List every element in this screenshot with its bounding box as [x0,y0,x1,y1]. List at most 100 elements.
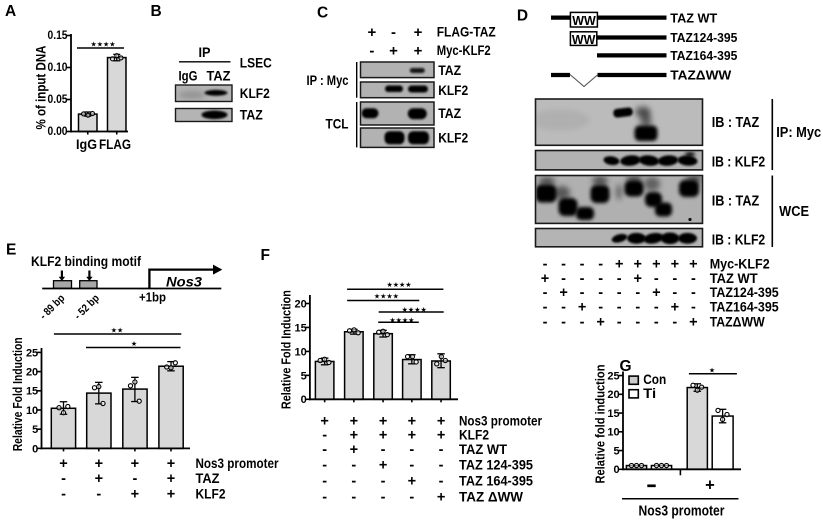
svg-text:15: 15 [26,386,38,398]
svg-text:Relative fold induction: Relative fold induction [594,365,608,484]
svg-text:KLF2 binding motif: KLF2 binding motif [31,254,141,269]
svg-text:0: 0 [32,443,38,455]
svg-text:-: - [635,285,640,301]
svg-text:-: - [351,489,356,505]
svg-text:+: + [379,413,387,429]
svg-text:IgG: IgG [76,136,97,152]
svg-text:-: - [598,285,603,301]
svg-text:20: 20 [295,298,307,310]
svg-text:0: 0 [613,464,619,476]
svg-text:TAZ124-395: TAZ124-395 [710,285,779,300]
svg-text:+: + [167,471,175,487]
svg-text:Nos3 promoter: Nos3 promoter [459,413,543,428]
svg-text:-: - [672,271,677,287]
svg-text:TAZ164-395: TAZ164-395 [670,48,737,63]
svg-text:B: B [151,3,162,20]
svg-text:10: 10 [26,405,38,417]
svg-text:Myc-KLF2: Myc-KLF2 [437,43,491,58]
svg-text:TAZΔWW: TAZΔWW [670,68,732,83]
svg-text:-: - [322,442,327,458]
svg-text:WW: WW [572,33,596,47]
svg-text:E: E [6,242,16,259]
svg-text:-: - [691,285,696,301]
svg-text:KLF2: KLF2 [459,428,489,443]
svg-text:-: - [409,489,414,505]
svg-text:TAZ: TAZ [196,471,220,486]
svg-text:TAZ: TAZ [240,106,263,122]
svg-text:0.15: 0.15 [48,30,69,42]
svg-text:TAZ WT: TAZ WT [670,10,717,25]
svg-text:-: - [381,489,386,505]
svg-text:-: - [654,299,659,315]
svg-text:-: - [61,487,66,503]
svg-text:+: + [437,413,445,429]
svg-text:-: - [580,271,585,287]
svg-text:TAZ124-395: TAZ124-395 [670,30,737,45]
svg-text:25: 25 [607,370,619,382]
svg-text:+: + [408,413,416,429]
svg-text:0.10: 0.10 [48,62,68,74]
svg-text:IB : KLF2: IB : KLF2 [712,233,766,249]
svg-text:WW: WW [572,14,596,28]
svg-text:-: - [351,457,356,473]
svg-text:-: - [654,271,659,287]
svg-text:Relative Fold Induction: Relative Fold Induction [11,337,25,451]
svg-text:+: + [408,428,416,444]
svg-text:-: - [322,428,327,444]
svg-text:-: - [543,299,548,315]
svg-text:-: - [598,299,603,315]
svg-text:-: - [561,271,566,287]
svg-text:+: + [59,456,67,472]
svg-text:TAZ: TAZ [438,105,461,121]
svg-text:+: + [408,473,416,489]
svg-text:-: - [598,271,603,287]
svg-text:IB : KLF2: IB : KLF2 [712,154,766,170]
svg-text:★: ★ [131,340,137,348]
svg-text:IP : Myc: IP : Myc [307,73,349,88]
svg-text:TAZ ΔWW: TAZ ΔWW [459,489,523,504]
svg-text:15: 15 [607,408,619,420]
svg-text:+: + [414,24,423,41]
svg-text:-: - [381,473,386,489]
svg-text:+: + [652,285,660,301]
svg-text:-: - [691,271,696,287]
svg-text:TAZ164-395: TAZ164-395 [710,299,779,314]
svg-text:-: - [322,457,327,473]
svg-text:0: 0 [301,394,307,406]
svg-text:-: - [598,257,603,273]
svg-text:-: - [61,471,66,487]
svg-text:D: D [517,8,528,25]
svg-text:IgG: IgG [179,68,198,84]
svg-text:FLAG-TAZ: FLAG-TAZ [437,25,496,40]
svg-text:IB : TAZ: IB : TAZ [712,115,760,131]
svg-text:TAZΔWW: TAZΔWW [710,314,765,329]
svg-text:-: - [132,471,137,487]
svg-text:-: - [322,473,327,489]
svg-text:-: - [617,299,622,315]
svg-text:+: + [671,299,679,315]
svg-text:-: - [439,442,444,458]
svg-text:+: + [705,477,715,495]
svg-text:-: - [617,271,622,287]
svg-text:TCL: TCL [326,117,349,132]
svg-text:+: + [320,413,328,429]
svg-text:IB : TAZ: IB : TAZ [712,194,760,210]
svg-text:+: + [634,271,642,287]
svg-text:TAZ: TAZ [438,62,461,78]
svg-text:+: + [131,487,139,503]
svg-text:-: - [654,314,659,330]
svg-text:★★★★: ★★★★ [402,306,427,314]
svg-text:Nos3 promoter: Nos3 promoter [639,503,725,519]
svg-text:-: - [543,314,548,330]
svg-text:+: + [95,471,103,487]
svg-text:-: - [439,473,444,489]
svg-text:WCE: WCE [779,204,809,220]
svg-text:% of input DNA: % of input DNA [33,46,49,130]
svg-text:Nos3 promoter: Nos3 promoter [196,456,280,471]
svg-text:+: + [350,413,358,429]
svg-text:+: + [559,285,567,301]
svg-text:TAZ 124-395: TAZ 124-395 [459,457,533,472]
svg-text:+: + [596,314,604,330]
svg-text:KLF2: KLF2 [196,487,226,502]
svg-text:10: 10 [295,346,307,358]
